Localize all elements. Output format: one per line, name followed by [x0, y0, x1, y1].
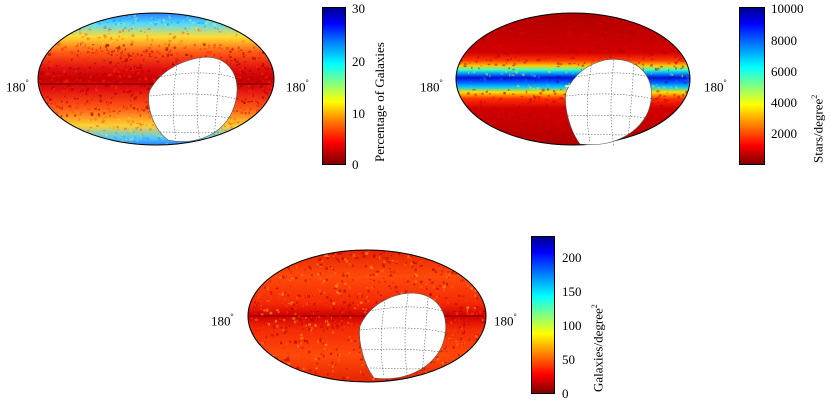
masked-region-1	[148, 56, 241, 143]
colorbar-2-tick: 8000	[771, 33, 797, 48]
colorbar-1	[322, 7, 346, 165]
masked-region-2	[565, 59, 657, 147]
colorbar-1-tick: 20	[352, 54, 365, 69]
colorbar-2-tick: 2000	[771, 126, 797, 141]
colorbar-2-tick: 6000	[771, 64, 797, 79]
colorbar-3-tick: 0	[562, 386, 569, 401]
colorbar-2-tick: 10000	[771, 1, 804, 16]
masked-region-3	[359, 292, 451, 381]
colorbar-1-tick: 10	[352, 106, 365, 121]
colorbar-3-tick: 50	[562, 352, 575, 367]
colorbar-3	[531, 236, 555, 394]
colorbar-2-tick: 4000	[771, 95, 797, 110]
lon-label-right: 180°	[286, 78, 309, 95]
colorbar-1-tick: 30	[352, 1, 365, 16]
lon-label-left: 180°	[420, 78, 443, 95]
lon-label-right: 180°	[494, 312, 517, 329]
colorbar-3-tick: 200	[562, 250, 582, 265]
colorbar-3-tick: 150	[562, 284, 582, 299]
colorbar-1-tick: 0	[352, 157, 359, 172]
colorbar-3-tick: 100	[562, 318, 582, 333]
lon-label-right: 180°	[704, 78, 727, 95]
lon-label-left: 180°	[211, 312, 234, 329]
lon-label-left: 180°	[6, 78, 29, 95]
colorbar-3-label: Galaxies/degree2	[590, 304, 606, 392]
colorbar-2	[739, 7, 765, 165]
